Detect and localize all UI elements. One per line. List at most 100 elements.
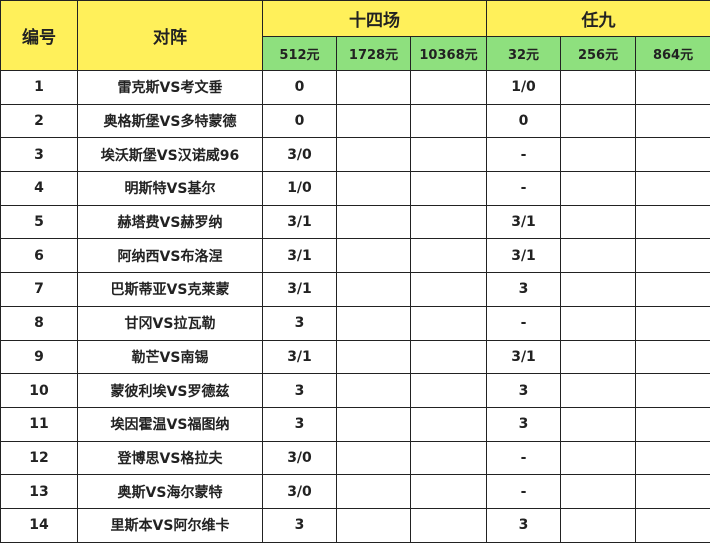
pick-32: 0 xyxy=(487,104,561,138)
pick-864 xyxy=(636,340,710,374)
row-id: 7 xyxy=(1,273,78,307)
pick-32: - xyxy=(487,441,561,475)
pick-256 xyxy=(561,104,636,138)
match-name: 埃因霍温VS福图纳 xyxy=(78,407,263,441)
pick-1728 xyxy=(337,306,411,340)
pick-10368 xyxy=(411,475,487,509)
header-1728: 1728元 xyxy=(337,37,411,71)
row-id: 3 xyxy=(1,138,78,172)
pick-512: 3 xyxy=(263,407,337,441)
row-id: 14 xyxy=(1,508,78,542)
pick-32: 3/1 xyxy=(487,239,561,273)
pick-1728 xyxy=(337,71,411,105)
pick-10368 xyxy=(411,441,487,475)
pick-10368 xyxy=(411,172,487,206)
pick-256 xyxy=(561,441,636,475)
row-id: 10 xyxy=(1,374,78,408)
pick-512: 3 xyxy=(263,374,337,408)
pick-256 xyxy=(561,71,636,105)
pick-1728 xyxy=(337,508,411,542)
pick-864 xyxy=(636,407,710,441)
pick-32: 3/1 xyxy=(487,205,561,239)
pick-32: 3 xyxy=(487,508,561,542)
pick-32: 3 xyxy=(487,407,561,441)
pick-32: - xyxy=(487,172,561,206)
match-name: 里斯本VS阿尔维卡 xyxy=(78,508,263,542)
pick-256 xyxy=(561,172,636,206)
row-id: 13 xyxy=(1,475,78,509)
match-name: 赫塔费VS赫罗纳 xyxy=(78,205,263,239)
pick-10368 xyxy=(411,104,487,138)
pick-32: 3 xyxy=(487,273,561,307)
pick-512: 3 xyxy=(263,306,337,340)
header-any-9: 任九 xyxy=(487,1,710,37)
pick-864 xyxy=(636,374,710,408)
pick-256 xyxy=(561,475,636,509)
pick-864 xyxy=(636,306,710,340)
pick-864 xyxy=(636,273,710,307)
row-id: 6 xyxy=(1,239,78,273)
header-14-matches: 十四场 xyxy=(263,1,487,37)
pick-10368 xyxy=(411,508,487,542)
pick-10368 xyxy=(411,205,487,239)
match-name: 勒芒VS南锡 xyxy=(78,340,263,374)
pick-512: 3/0 xyxy=(263,441,337,475)
pick-864 xyxy=(636,71,710,105)
pick-10368 xyxy=(411,374,487,408)
pick-256 xyxy=(561,508,636,542)
pick-512: 3/0 xyxy=(263,475,337,509)
pick-256 xyxy=(561,340,636,374)
pick-1728 xyxy=(337,273,411,307)
pick-864 xyxy=(636,239,710,273)
pick-1728 xyxy=(337,441,411,475)
pick-864 xyxy=(636,205,710,239)
pick-10368 xyxy=(411,407,487,441)
header-256: 256元 xyxy=(561,37,636,71)
pick-1728 xyxy=(337,407,411,441)
header-10368: 10368元 xyxy=(411,37,487,71)
pick-1728 xyxy=(337,172,411,206)
match-name: 雷克斯VS考文垂 xyxy=(78,71,263,105)
header-id: 编号 xyxy=(1,1,78,71)
pick-10368 xyxy=(411,273,487,307)
pick-32: - xyxy=(487,138,561,172)
pick-512: 3 xyxy=(263,508,337,542)
match-name: 阿纳西VS布洛涅 xyxy=(78,239,263,273)
pick-512: 3/1 xyxy=(263,340,337,374)
match-name: 甘冈VS拉瓦勒 xyxy=(78,306,263,340)
pick-864 xyxy=(636,441,710,475)
header-32: 32元 xyxy=(487,37,561,71)
pick-256 xyxy=(561,407,636,441)
pick-256 xyxy=(561,374,636,408)
pick-512: 0 xyxy=(263,104,337,138)
pick-32: 1/0 xyxy=(487,71,561,105)
pick-10368 xyxy=(411,239,487,273)
row-id: 5 xyxy=(1,205,78,239)
match-name: 登博思VS格拉夫 xyxy=(78,441,263,475)
row-id: 11 xyxy=(1,407,78,441)
row-id: 1 xyxy=(1,71,78,105)
pick-1728 xyxy=(337,138,411,172)
pick-1728 xyxy=(337,475,411,509)
pick-32: - xyxy=(487,475,561,509)
row-id: 8 xyxy=(1,306,78,340)
pick-256 xyxy=(561,306,636,340)
pick-32: 3 xyxy=(487,374,561,408)
pick-1728 xyxy=(337,374,411,408)
pick-1728 xyxy=(337,205,411,239)
pick-1728 xyxy=(337,239,411,273)
pick-10368 xyxy=(411,340,487,374)
header-864: 864元 xyxy=(636,37,710,71)
match-name: 蒙彼利埃VS罗德兹 xyxy=(78,374,263,408)
match-name: 奥格斯堡VS多特蒙德 xyxy=(78,104,263,138)
